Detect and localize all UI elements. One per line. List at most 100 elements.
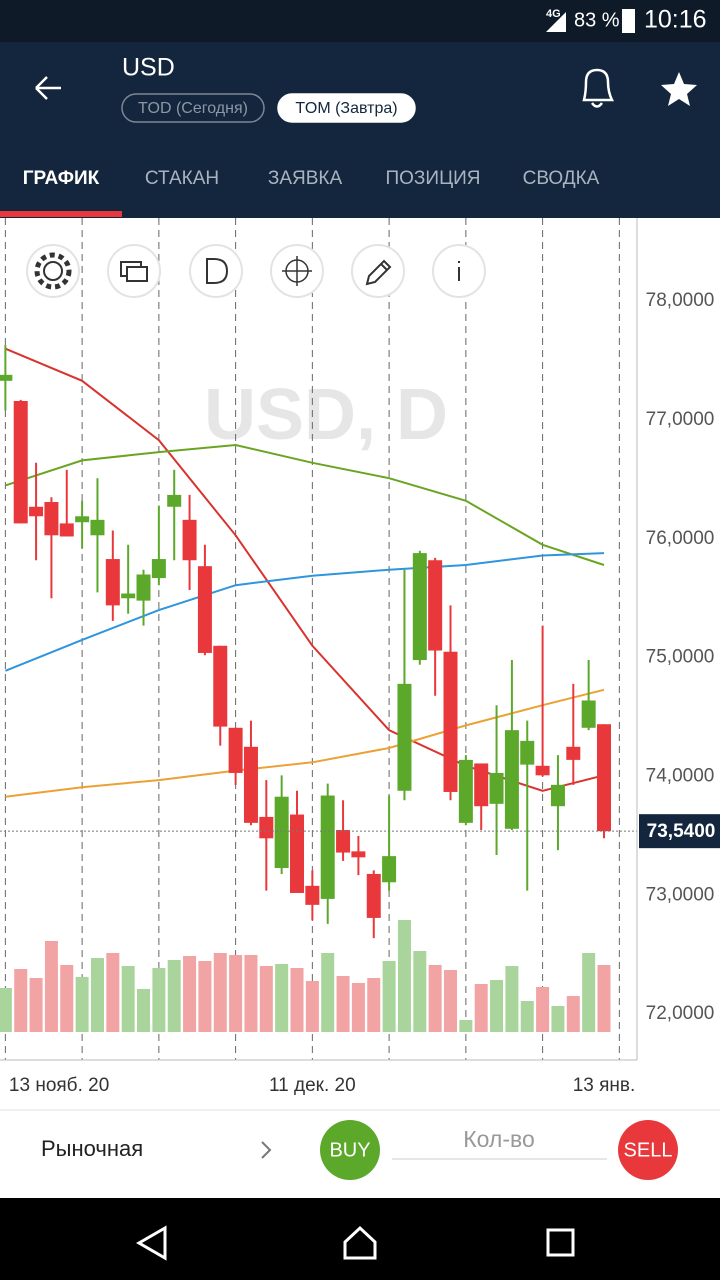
volume-bar — [505, 966, 519, 1032]
alert-button[interactable] — [582, 68, 615, 108]
volume-bar — [90, 958, 104, 1032]
volume-bar — [582, 953, 596, 1032]
sell-button[interactable] — [618, 1120, 678, 1180]
volume-bar — [428, 965, 442, 1032]
candle-body — [243, 746, 258, 823]
volume-bar — [566, 996, 580, 1032]
buy-label: BUY — [329, 1139, 370, 1161]
candle-body — [428, 560, 443, 651]
mode-chip[interactable] — [277, 93, 416, 123]
volume-bar — [444, 970, 458, 1032]
favorite-button[interactable] — [661, 72, 697, 106]
network: 4G — [546, 8, 561, 20]
tab[interactable]: ПОЗИЦИЯ — [386, 168, 481, 189]
y-tick-label: 75,0000 — [646, 647, 715, 668]
volume-bar — [75, 977, 89, 1032]
volume-bar — [29, 978, 43, 1032]
nav-back[interactable] — [135, 1225, 167, 1261]
candle-body — [366, 873, 381, 918]
candle-body — [105, 559, 120, 606]
candle-body — [474, 763, 489, 807]
candle-body — [29, 506, 44, 517]
y-tick-label: 72,0000 — [646, 1003, 715, 1024]
candle-body — [504, 730, 519, 829]
candle-body — [581, 700, 596, 728]
candle-body — [0, 374, 13, 381]
volume-bar — [275, 964, 289, 1032]
moving-average — [5, 443, 605, 566]
chart-toolbar — [26, 244, 486, 298]
tab[interactable]: СТАКАН — [145, 168, 219, 189]
candle-body — [535, 765, 550, 776]
x-tick-label: 13 янв. — [573, 1075, 636, 1096]
volume-bar — [536, 987, 550, 1032]
volume-bar — [474, 984, 488, 1032]
candle-body — [397, 683, 412, 791]
volume-bar — [106, 953, 120, 1032]
mode-switch: TOD (Сегодня) TOM (Завтра) — [121, 93, 416, 123]
app-header — [0, 42, 720, 218]
buy-button[interactable] — [320, 1120, 380, 1180]
candle-body — [566, 746, 581, 760]
candle-body — [182, 519, 197, 561]
draw-button[interactable] — [351, 244, 405, 298]
candle-body — [213, 645, 228, 727]
sell-label: SELL — [624, 1139, 673, 1161]
quantity-input[interactable]: Кол-во — [463, 1126, 535, 1152]
last-price-box — [639, 814, 720, 849]
status-bar — [0, 0, 720, 42]
volume-bar — [244, 955, 258, 1032]
candle-body — [228, 727, 243, 773]
volume-bar — [121, 966, 135, 1032]
y-tick-label: 77,0000 — [646, 409, 715, 430]
candle-body — [274, 796, 289, 869]
back-button[interactable] — [35, 76, 61, 100]
layers-icon — [126, 266, 148, 282]
nav-recents[interactable] — [546, 1228, 575, 1257]
candle-body — [351, 851, 366, 858]
pencil-icon — [365, 259, 392, 286]
order-type[interactable]: Рыночная — [41, 1136, 143, 1161]
chart-area — [0, 218, 720, 1110]
y-tick-label: 76,0000 — [646, 528, 715, 549]
moving-average — [5, 552, 605, 672]
tab[interactable]: ГРАФИК — [23, 168, 100, 189]
volume-bar — [413, 951, 427, 1032]
volume-bar — [152, 968, 166, 1032]
volume-bar — [0, 988, 12, 1032]
volume-bar — [229, 955, 243, 1032]
tab[interactable]: СВОДКА — [523, 168, 600, 189]
mode-label: TOM (Завтра) — [295, 100, 397, 117]
moving-average — [5, 688, 605, 798]
period-button[interactable] — [189, 244, 243, 298]
candle-body — [596, 724, 611, 832]
battery-icon — [622, 9, 635, 33]
y-tick-label: 78,0000 — [646, 290, 715, 311]
volume-bar — [367, 978, 381, 1032]
candle-body — [550, 784, 565, 807]
candle-body — [412, 553, 427, 661]
volume-bar — [382, 961, 396, 1032]
candle-body — [336, 829, 351, 853]
volume-bar — [336, 976, 350, 1032]
candle-body — [443, 651, 458, 792]
watermark: USD, D — [204, 375, 448, 455]
period-icon — [206, 258, 229, 284]
volume-bar — [44, 941, 58, 1032]
candle-body — [151, 559, 166, 579]
mode-chip[interactable] — [121, 93, 265, 123]
candle-body — [290, 814, 305, 893]
gear-icon — [43, 261, 63, 281]
volume-bar — [137, 989, 151, 1032]
tab[interactable]: ЗАЯВКА — [268, 168, 343, 189]
volume-bar — [290, 968, 304, 1032]
volume-bar — [597, 965, 611, 1032]
volume-bar — [198, 961, 212, 1032]
volume-bar — [259, 966, 273, 1032]
volume-bar — [167, 960, 181, 1032]
candle-body — [90, 519, 105, 536]
nav-home[interactable] — [343, 1225, 377, 1260]
x-tick-label: 11 дек. 20 — [269, 1075, 356, 1096]
candle-body — [520, 740, 535, 765]
